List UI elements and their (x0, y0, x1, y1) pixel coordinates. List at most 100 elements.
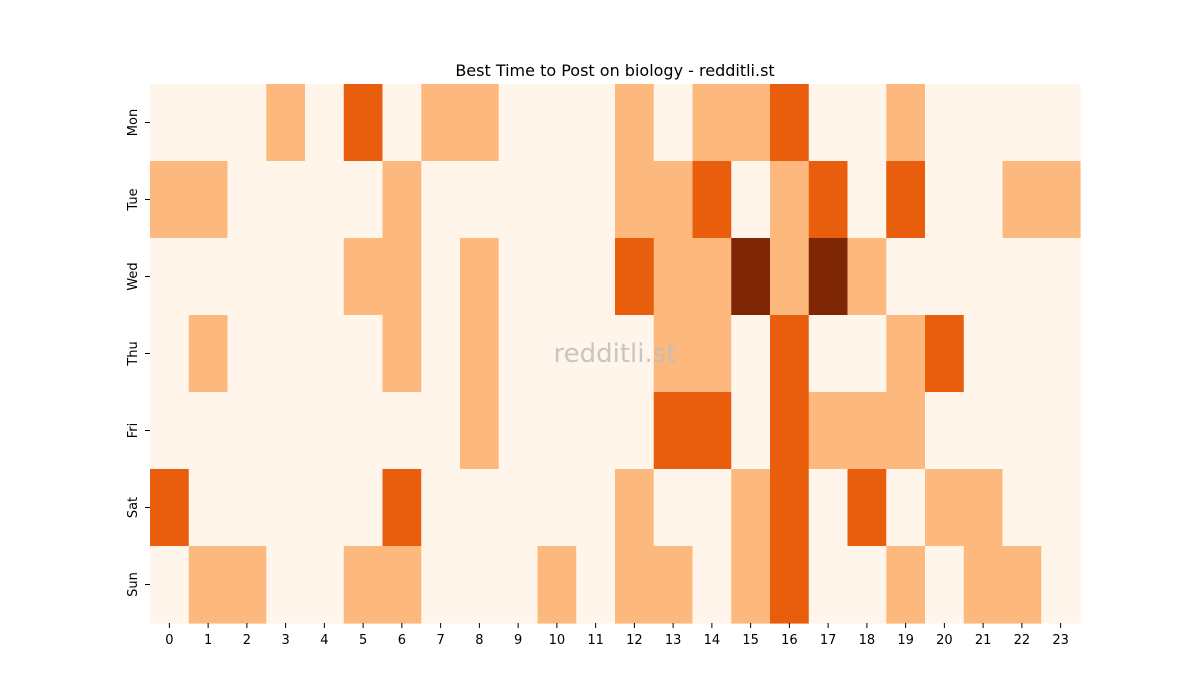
heatmap-cell-fri-20 (925, 392, 965, 470)
x-tick-label: 1 (204, 633, 212, 648)
heatmap-cell-thu-14 (692, 315, 732, 393)
heatmap-cell-mon-11 (576, 84, 616, 162)
heatmap-cell-thu-17 (808, 315, 849, 393)
heatmap-cell-tue-22 (1002, 161, 1042, 239)
x-tick-label: 16 (781, 633, 798, 648)
heatmap-cell-fri-9 (498, 392, 539, 470)
heatmap-cell-sun-20 (925, 546, 965, 624)
heatmap-cell-sat-18 (847, 469, 887, 547)
heatmap-cell-sat-6 (382, 469, 422, 547)
heatmap-cell-sun-22 (1002, 546, 1042, 624)
heatmap-cell-thu-7 (421, 315, 461, 393)
y-tick-label: Thu (126, 341, 141, 366)
heatmap-cell-fri-17 (808, 392, 849, 470)
heatmap-cell-mon-0 (150, 84, 190, 162)
heatmap-cell-wed-7 (421, 238, 461, 316)
heatmap-cell-wed-16 (770, 238, 810, 316)
x-tick-label: 17 (820, 633, 837, 648)
heatmap-cell-wed-22 (1002, 238, 1042, 316)
heatmap-cell-tue-9 (498, 161, 539, 239)
heatmap-cell-sun-23 (1041, 546, 1081, 624)
heatmap-cell-tue-3 (266, 161, 306, 239)
heatmap-cell-sun-17 (808, 546, 849, 624)
heatmap-cell-sun-13 (653, 546, 694, 624)
heatmap-cell-sun-11 (576, 546, 616, 624)
heatmap-cell-fri-13 (653, 392, 694, 470)
heatmap-cell-sun-9 (498, 546, 539, 624)
x-tick-label: 4 (320, 633, 328, 648)
heatmap-cell-tue-16 (770, 161, 810, 239)
heatmap-cell-wed-15 (731, 238, 771, 316)
heatmap-cell-tue-15 (731, 161, 771, 239)
x-tick-label: 12 (626, 633, 643, 648)
heatmap-cell-sat-13 (653, 469, 694, 547)
heatmap-cell-fri-22 (1002, 392, 1042, 470)
heatmap-cell-wed-5 (343, 238, 384, 316)
heatmap-cell-mon-23 (1041, 84, 1081, 162)
heatmap-cell-mon-5 (343, 84, 384, 162)
heatmap-cell-thu-16 (770, 315, 810, 393)
x-tick-label: 13 (665, 633, 682, 648)
x-tick-label: 2 (243, 633, 251, 648)
heatmap-cell-sat-5 (343, 469, 384, 547)
heatmap-cell-sat-3 (266, 469, 306, 547)
y-tick-label: Sat (126, 497, 141, 518)
heatmap-cell-tue-21 (963, 161, 1004, 239)
heatmap-cell-wed-0 (150, 238, 190, 316)
heatmap-cell-fri-2 (227, 392, 267, 470)
heatmap-cell-tue-0 (150, 161, 190, 239)
heatmap-cell-wed-2 (227, 238, 267, 316)
heatmap-cell-fri-8 (460, 392, 500, 470)
heatmap-cell-tue-2 (227, 161, 267, 239)
heatmap-cell-mon-3 (266, 84, 306, 162)
heatmap-cell-sun-12 (615, 546, 655, 624)
heatmap-cell-sun-0 (150, 546, 190, 624)
chart-title: Best Time to Post on biology - redditli.… (455, 61, 774, 80)
heatmap-cell-sun-3 (266, 546, 306, 624)
heatmap-cell-thu-3 (266, 315, 306, 393)
x-tick-label: 23 (1052, 633, 1069, 648)
x-tick-label: 22 (1014, 633, 1031, 648)
heatmap-cell-wed-8 (460, 238, 500, 316)
heatmap-cell-mon-22 (1002, 84, 1042, 162)
heatmap-cell-thu-11 (576, 315, 616, 393)
heatmap-cell-tue-1 (188, 161, 229, 239)
heatmap-cell-tue-13 (653, 161, 694, 239)
heatmap-cell-wed-12 (615, 238, 655, 316)
heatmap-cell-sun-8 (460, 546, 500, 624)
heatmap-cell-thu-15 (731, 315, 771, 393)
heatmap-cell-thu-22 (1002, 315, 1042, 393)
x-tick-label: 9 (514, 633, 522, 648)
heatmap-cell-tue-10 (537, 161, 577, 239)
heatmap-cell-mon-14 (692, 84, 732, 162)
heatmap-cell-fri-4 (305, 392, 345, 470)
heatmap-cell-sat-10 (537, 469, 577, 547)
heatmap-cell-tue-7 (421, 161, 461, 239)
heatmap-cell-sat-11 (576, 469, 616, 547)
heatmap-cell-wed-6 (382, 238, 422, 316)
heatmap-cell-sat-2 (227, 469, 267, 547)
heatmap-cell-wed-1 (188, 238, 229, 316)
heatmap-cell-fri-15 (731, 392, 771, 470)
heatmap-cell-sat-19 (886, 469, 926, 547)
heatmap-cell-wed-9 (498, 238, 539, 316)
heatmap-cell-tue-4 (305, 161, 345, 239)
heatmap-cell-mon-1 (188, 84, 229, 162)
heatmap-cell-mon-2 (227, 84, 267, 162)
heatmap-cell-sat-16 (770, 469, 810, 547)
heatmap-cell-fri-3 (266, 392, 306, 470)
heatmap-cell-sun-14 (692, 546, 732, 624)
heatmap-cell-thu-2 (227, 315, 267, 393)
heatmap-cell-sat-9 (498, 469, 539, 547)
heatmap-cell-fri-18 (847, 392, 887, 470)
x-tick-label: 20 (936, 633, 953, 648)
heatmap-cell-sun-15 (731, 546, 771, 624)
x-tick-label: 18 (859, 633, 876, 648)
x-tick-label: 10 (549, 633, 566, 648)
heatmap-cell-sat-23 (1041, 469, 1081, 547)
heatmap-cell-fri-19 (886, 392, 926, 470)
heatmap-cell-tue-11 (576, 161, 616, 239)
heatmap-cell-fri-5 (343, 392, 384, 470)
heatmap-cell-sat-21 (963, 469, 1004, 547)
heatmap-cell-thu-23 (1041, 315, 1081, 393)
